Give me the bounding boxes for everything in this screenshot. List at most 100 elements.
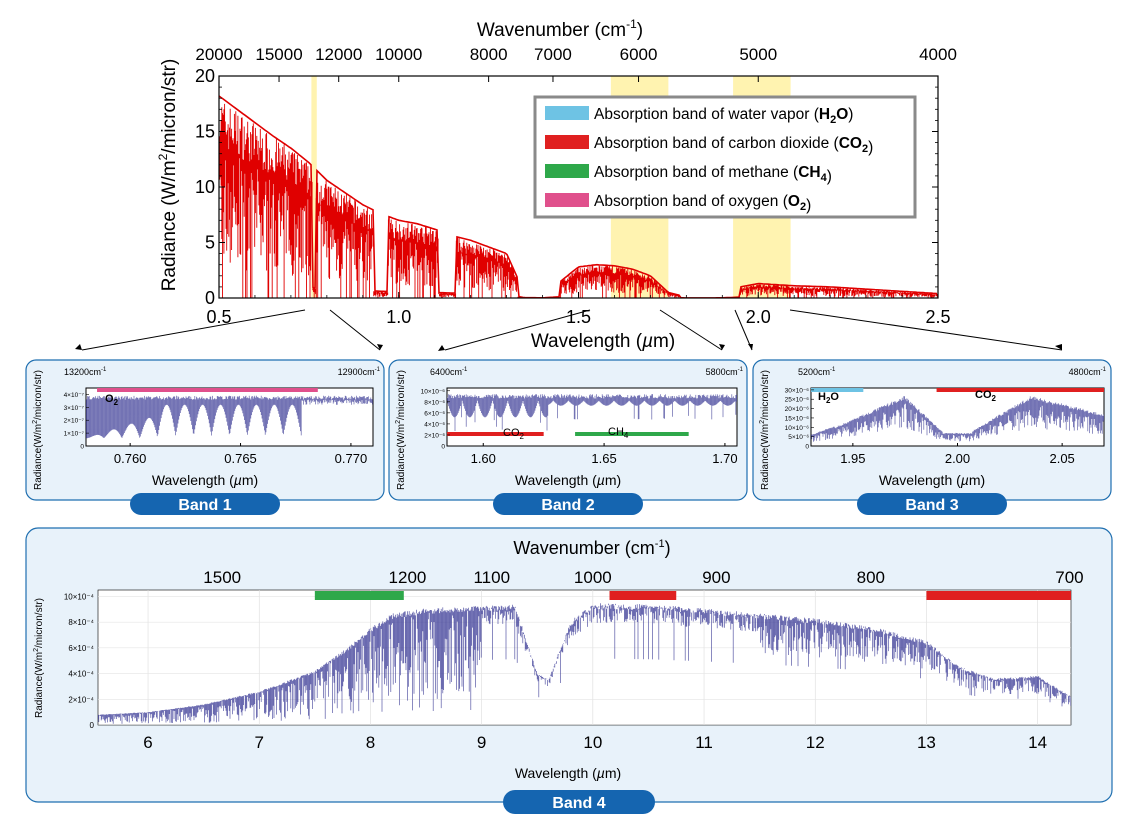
band3-y-tick-label: 20×10⁻⁶ (785, 406, 810, 413)
legend-entry-close: ) (806, 197, 811, 214)
legend-entry-close: ) (827, 168, 832, 185)
main-y-tick-label: 20 (195, 66, 215, 86)
main-top-tick-label: 10000 (375, 45, 422, 64)
legend-entry-text: Absorption band of methane ( (594, 164, 799, 181)
band3-gas-bars (811, 388, 1104, 392)
band3-y-tick-label: 25×10⁻⁶ (785, 397, 810, 404)
main-top-tick-label: 15000 (255, 45, 302, 64)
main-y-tick-label: 15 (195, 122, 215, 142)
band3-gas-bar (936, 388, 1104, 392)
legend-entry: Absorption band of oxygen (O2) (594, 193, 811, 214)
band1-y-tick-label: 0 (80, 444, 84, 451)
band4-panel: 6 7 8 9 10 11 12 13 14 0 2×10⁻⁴ 4×10⁻⁴ 6×10⁻⁴ 8×10⁻⁴ 1… (25, 527, 1113, 814)
connector-band2-left (444, 309, 591, 351)
band4-y-tick-label: 2×10⁻⁴ (68, 695, 94, 704)
band1-x-tick-label: 0.760 (114, 451, 147, 466)
main-x-tick-label: 2.0 (746, 307, 771, 327)
main-highlight-band-1 (311, 76, 317, 298)
band4-top-tick-label: 1500 (203, 568, 241, 587)
band4-x-tick-label: 6 (143, 733, 152, 752)
band3-y-axis-label: Radiance(W/m2/micron/str) (759, 370, 771, 490)
band4-spectrum (98, 590, 1071, 725)
legend-entry-subscript: 2 (800, 201, 806, 213)
main-y-tick-label: 10 (195, 177, 215, 197)
main-chart: 0 5 10 15 20 0.5 1.0 1.5 2.0 2.5 20000 15000 12000… (156, 17, 957, 352)
main-top-tick-label: 8000 (470, 45, 508, 64)
band4-x-axis-label: Wavelength (µm) (515, 765, 621, 781)
main-y-tick-label: 0 (205, 288, 215, 308)
main-top-tick-label: 5000 (739, 45, 777, 64)
band1-tag (130, 493, 280, 515)
band1-right-wavenumber: 12900cm-1 (338, 367, 381, 377)
band4-top-tick-label: 800 (857, 568, 885, 587)
band4-y-tick-label: 4×10⁻⁴ (68, 670, 94, 679)
band3-title: Band 3 (905, 497, 958, 514)
main-y-ticks: 0 5 10 15 20 (195, 66, 938, 308)
main-top-axis-label: Wavenumber (cm-1) (477, 17, 643, 41)
band1-gas-bars (97, 388, 318, 392)
band1-y-tick-label: 2×10⁻⁷ (64, 418, 85, 425)
band4-top-tick-label: 1100 (473, 568, 510, 587)
band2-gas-bars (447, 432, 689, 436)
main-top-ticks: 20000 15000 12000 10000 8000 7000 6000 5000 4000 (195, 45, 957, 82)
band3-gas-label-h2o: H2O (818, 391, 839, 405)
band3-spectrum-lines (811, 396, 1104, 442)
legend-entry-subscript: 4 (821, 172, 828, 184)
band3-left-wavenumber: 5200cm-1 (798, 367, 836, 377)
band1-panel: 0.760 0.765 0.770 0 1×10⁻⁷ 2×10⁻⁷ 3×10⁻⁷ 4×10⁻⁷… (25, 359, 385, 515)
main-top-tick-label: 6000 (620, 45, 658, 64)
legend-swatch (545, 164, 589, 178)
legend-swatch (545, 193, 589, 207)
legend: Absorption band of water vapor (H2O)Abso… (533, 95, 917, 219)
legend-entry: Absorption band of carbon dioxide (CO2) (594, 135, 873, 156)
main-x-ticks: 0.5 1.0 1.5 2.0 2.5 (206, 292, 951, 327)
legend-entry-formula-tail: O (836, 106, 848, 123)
band2-y-tick-label: 0 (441, 444, 445, 451)
band2-x-tick-label: 1.65 (591, 451, 616, 466)
band4-x-tick-label: 11 (695, 733, 713, 752)
band3-tag (857, 493, 1007, 515)
band3-y-tick-label: 10×10⁻⁶ (785, 425, 810, 432)
band2-title: Band 2 (541, 497, 594, 514)
main-x-tick-label: 0.5 (206, 307, 231, 327)
band1-gas-label-o2: O2 (105, 393, 119, 407)
band4-x-tick-label: 12 (806, 733, 825, 752)
band3-x-axis-label: Wavelength (µm) (879, 472, 985, 488)
band2-gas-label-ch4: CH4 (608, 426, 629, 440)
band3-gas-bar (811, 388, 864, 392)
band2-right-wavenumber: 5800cm-1 (706, 367, 744, 377)
connector-band1-left (81, 309, 306, 351)
band4-y-tick-label: 10×10⁻⁴ (64, 592, 95, 601)
band4-spectrum-lines (98, 603, 1071, 724)
band2-spectrum (447, 394, 737, 431)
band3-panel: 1.95 2.00 2.05 0 5×10⁻⁶ 10×10⁻⁶ 15×10⁻⁶ 20×10⁻⁶… (752, 359, 1112, 515)
main-y-tick-label: 5 (205, 233, 215, 253)
band2-tag (493, 493, 643, 515)
connector-band1-right (329, 309, 381, 351)
legend-entry: Absorption band of methane (CH4) (594, 164, 832, 185)
band3-y-tick-label: 15×10⁻⁶ (785, 415, 810, 422)
band4-x-tick-label: 7 (255, 733, 264, 752)
band4-title: Band 4 (552, 795, 605, 812)
main-top-tick-label: 12000 (315, 45, 362, 64)
band2-x-tick-label: 1.70 (712, 451, 737, 466)
band3-x-tick-label: 2.05 (1049, 451, 1074, 466)
band1-y-axis-label: Radiance(W/m2/micron/str) (32, 370, 44, 490)
connector-lines (75, 309, 1063, 351)
band2-spectrum-lines (447, 394, 737, 431)
band4-top-tick-label: 1200 (389, 568, 427, 587)
band1-x-tick-label: 0.770 (335, 451, 368, 466)
band2-y-tick-label: 4×10⁻⁶ (424, 421, 445, 428)
band3-y-tick-label: 30×10⁻⁶ (785, 387, 810, 394)
band4-x-tick-label: 10 (583, 733, 602, 752)
band1-y-tick-label: 3×10⁻⁷ (64, 405, 85, 412)
band2-ticks: 1.60 1.65 1.70 0 2×10⁻⁶ 4×10⁻⁶ 6×10⁻⁶ 8×10⁻⁶ 10×… (421, 388, 738, 466)
band4-y-axis-label: Radiance(W/m2/micron/str) (33, 598, 45, 718)
band1-x-axis-label: Wavelength (µm) (152, 472, 258, 488)
connector-band3-right (789, 309, 1063, 351)
band3-x-tick-label: 1.95 (840, 451, 865, 466)
band2-gas-label-co2: CO2 (503, 427, 525, 441)
band2-y-tick-label: 6×10⁻⁶ (424, 410, 445, 417)
legend-entry-text: Absorption band of carbon dioxide ( (594, 135, 840, 152)
legend-swatch (545, 135, 589, 149)
